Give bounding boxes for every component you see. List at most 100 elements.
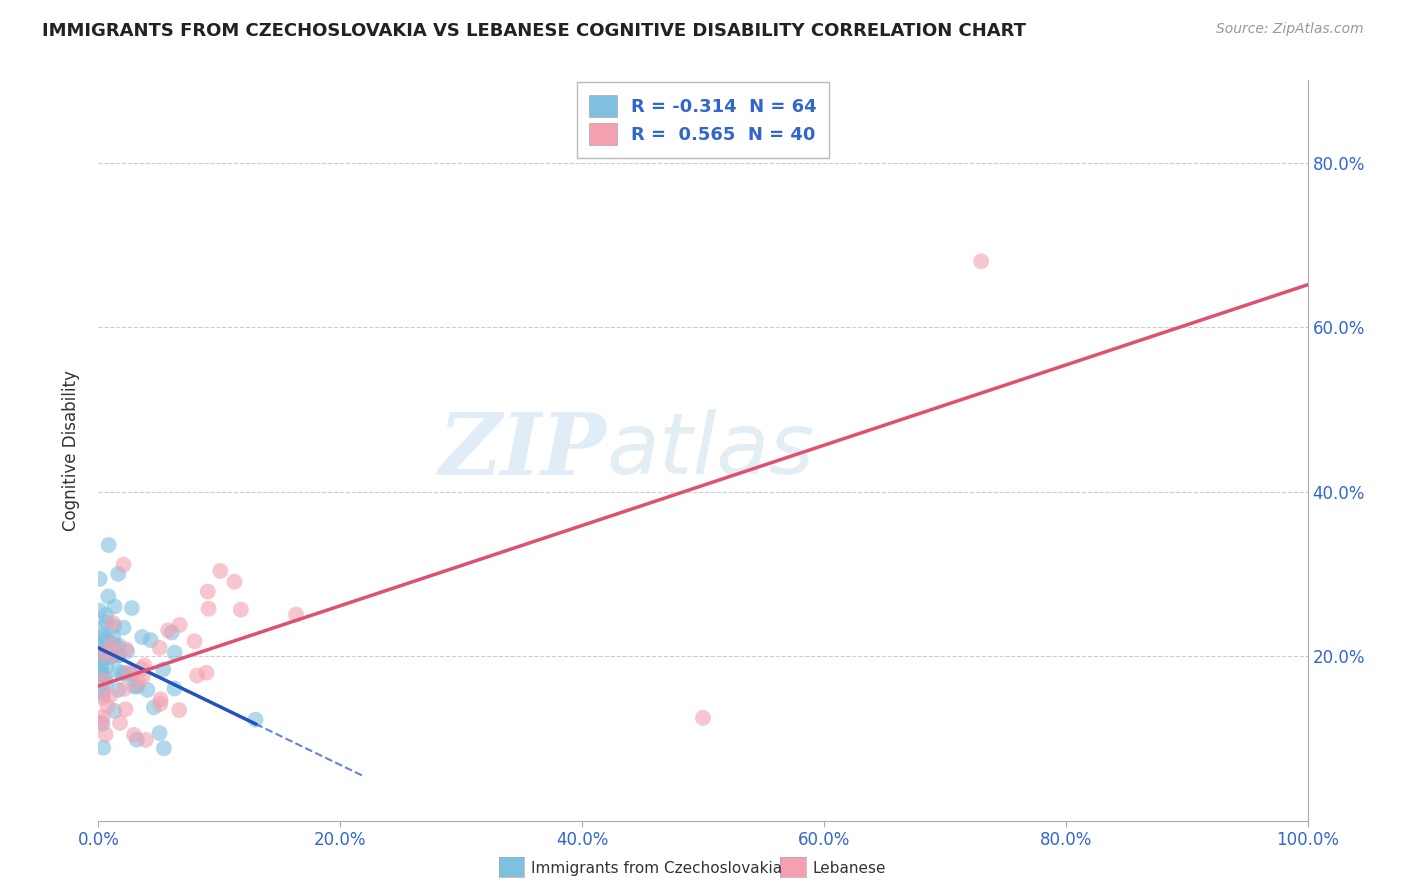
Point [104,599,127,614]
Point [125,732,148,747]
Point [131,662,153,676]
Point [142,700,165,714]
Point [96,675,118,690]
Y-axis label: Cognitive Disability: Cognitive Disability [62,370,80,531]
Point [101,615,124,630]
Point [91,633,114,648]
Point [163,646,186,660]
Point [197,584,219,599]
Point [136,682,159,697]
Point [112,681,135,696]
Point [245,713,267,727]
Point [96,660,118,674]
Point [118,665,141,679]
Point [104,640,127,654]
Point [186,668,208,682]
Point [96,699,118,714]
Point [285,607,308,622]
Point [163,681,186,696]
Point [94,727,117,741]
Point [131,630,153,644]
Point [149,692,172,706]
Point [128,675,150,690]
Text: atlas: atlas [606,409,814,492]
Point [121,601,143,615]
Point [108,639,131,653]
Point [91,717,114,731]
Point [107,566,129,581]
Point [93,647,115,661]
Point [94,671,117,685]
Point [149,697,172,711]
Point [107,648,129,663]
Point [114,702,136,716]
Point [89,653,111,667]
Point [94,607,117,622]
Point [97,647,120,661]
Text: ZIP: ZIP [439,409,606,492]
Point [195,665,218,680]
Point [97,590,120,604]
Point [157,624,180,638]
Point [153,741,176,756]
Point [111,665,134,680]
Point [229,602,252,616]
Point [114,666,136,681]
Point [91,668,114,682]
Text: IMMIGRANTS FROM CZECHOSLOVAKIA VS LEBANESE COGNITIVE DISABILITY CORRELATION CHAR: IMMIGRANTS FROM CZECHOSLOVAKIA VS LEBANE… [42,22,1026,40]
Point [94,648,117,662]
Point [90,662,112,676]
Point [112,558,135,572]
Text: Lebanese: Lebanese [813,862,886,876]
Point [112,621,135,635]
Point [98,637,121,651]
Point [103,704,125,718]
Point [89,650,111,665]
Point [100,650,122,665]
Point [96,639,118,653]
Point [89,604,111,618]
Point [89,648,111,662]
Point [107,665,129,679]
Point [135,732,157,747]
Point [98,689,121,703]
Point [132,669,155,683]
Point [103,648,125,662]
Point [94,632,117,646]
Point [103,619,125,633]
Point [89,572,111,586]
Point [107,648,129,663]
Point [89,638,111,652]
Point [91,688,114,702]
Point [93,650,115,665]
Point [148,726,170,740]
Point [107,682,129,697]
Text: Immigrants from Czechoslovakia: Immigrants from Czechoslovakia [531,862,783,876]
Point [134,658,156,673]
Text: Source: ZipAtlas.com: Source: ZipAtlas.com [1216,22,1364,37]
Legend: R = -0.314  N = 64, R =  0.565  N = 40: R = -0.314 N = 64, R = 0.565 N = 40 [576,82,830,158]
Point [149,640,172,655]
Point [122,728,145,742]
Point [115,642,138,657]
Point [970,254,993,268]
Point [224,574,246,589]
Point [91,710,114,724]
Point [160,625,183,640]
Point [169,618,191,632]
Point [152,662,174,676]
Point [100,635,122,649]
Point [93,673,115,688]
Point [91,620,114,634]
Point [97,538,120,552]
Point [91,690,114,705]
Point [91,629,114,643]
Point [100,638,122,652]
Point [115,644,138,658]
Point [91,740,114,755]
Point [90,661,112,675]
Point [96,615,118,630]
Point [692,711,714,725]
Point [120,667,142,681]
Point [103,630,125,644]
